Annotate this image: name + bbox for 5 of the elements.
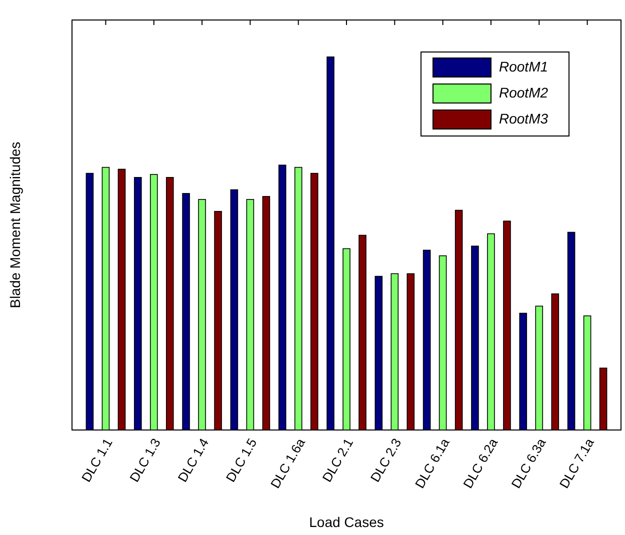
legend-label: RootM1 (499, 58, 548, 75)
legend-label: RootM3 (499, 110, 548, 127)
y-axis-title: Blade Moment Magnitudes (7, 142, 23, 308)
legend-label: RootM2 (499, 84, 548, 101)
x-axis-title: Load Cases (309, 514, 384, 530)
